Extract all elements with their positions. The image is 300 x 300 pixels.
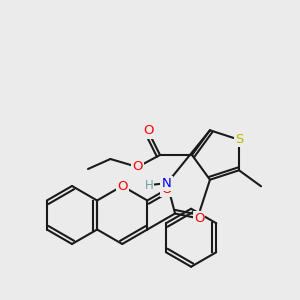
Text: S: S [235,133,243,146]
Text: O: O [132,160,143,173]
Text: O: O [161,183,172,196]
Text: N: N [162,177,172,190]
Text: O: O [194,212,204,225]
Text: H: H [145,178,153,192]
Text: O: O [143,124,153,137]
Text: O: O [117,179,128,193]
